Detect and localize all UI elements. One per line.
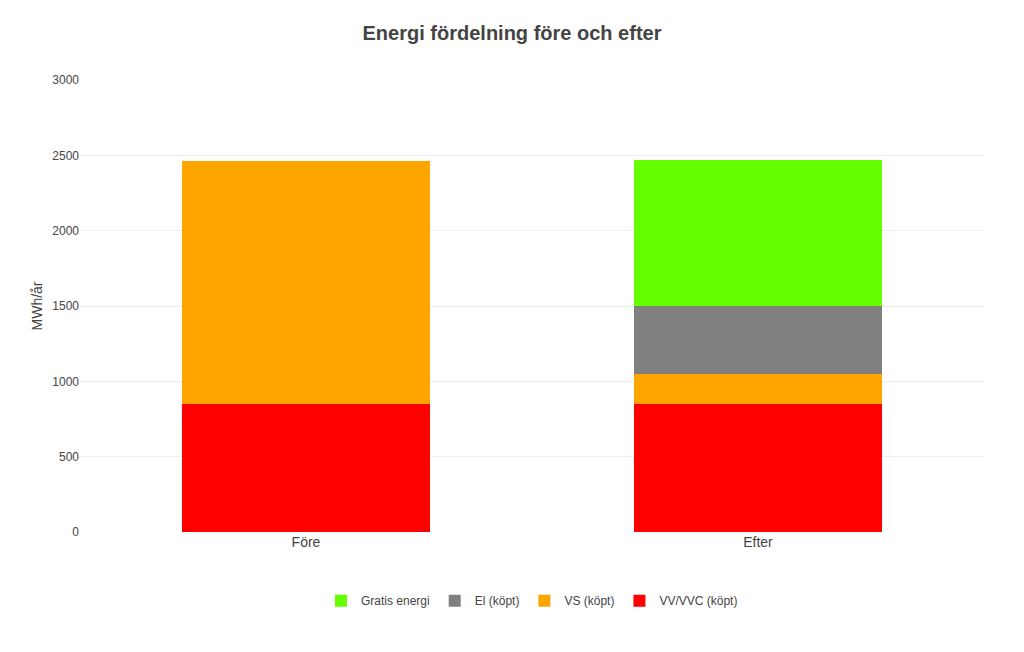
svg-text:0: 0 [72,525,79,539]
svg-text:Efter: Efter [743,534,773,550]
svg-text:2000: 2000 [52,224,79,238]
svg-text:1500: 1500 [52,299,79,313]
svg-text:VS (köpt): VS (köpt) [564,594,614,608]
svg-text:3000: 3000 [52,73,79,87]
svg-text:Före: Före [292,534,321,550]
svg-text:El (köpt): El (köpt) [475,594,520,608]
svg-text:Energi fördelning före och eft: Energi fördelning före och efter [363,22,662,44]
svg-text:1000: 1000 [52,375,79,389]
svg-text:VV/VVC (köpt): VV/VVC (köpt) [659,594,737,608]
svg-text:2500: 2500 [52,149,79,163]
svg-text:500: 500 [59,450,79,464]
svg-text:MWh/år: MWh/år [29,281,45,330]
svg-text:Gratis energi: Gratis energi [361,594,430,608]
